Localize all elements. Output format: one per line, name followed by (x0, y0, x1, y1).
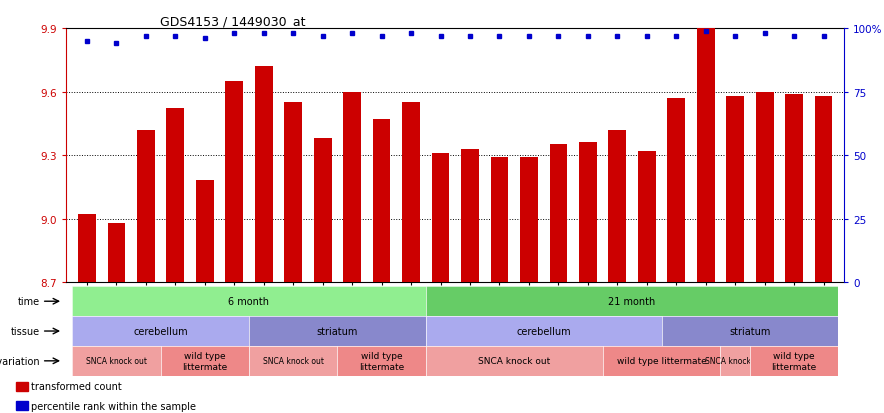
Bar (579, 143, 597, 282)
Text: tissue: tissue (11, 326, 40, 336)
Text: wild type
littermate: wild type littermate (359, 351, 404, 370)
Text: cerebellum: cerebellum (133, 326, 188, 336)
Bar (667, 99, 685, 282)
Text: striatum: striatum (316, 326, 358, 336)
Text: SNCA knock out: SNCA knock out (478, 356, 551, 366)
Bar (727, 97, 744, 282)
Bar (196, 181, 214, 282)
Bar (373, 120, 391, 282)
Bar (608, 131, 626, 282)
Bar (137, 131, 155, 282)
Text: 21 month: 21 month (608, 297, 656, 306)
Bar (402, 103, 420, 282)
Bar (314, 139, 332, 282)
Text: wild type
littermate: wild type littermate (182, 351, 227, 370)
Text: transformed count: transformed count (31, 381, 121, 391)
Bar (343, 92, 361, 282)
Bar (108, 223, 126, 282)
Bar (225, 82, 243, 282)
Bar (16, 382, 27, 391)
Bar (550, 145, 568, 282)
Text: SNCA knock out: SNCA knock out (86, 356, 147, 366)
Bar (166, 109, 184, 282)
Bar (285, 103, 302, 282)
Text: wild type littermate: wild type littermate (617, 356, 706, 366)
Bar (697, 18, 714, 282)
Text: wild type
littermate: wild type littermate (772, 351, 817, 370)
Text: GDS4153 / 1449030_at: GDS4153 / 1449030_at (160, 15, 305, 28)
Bar (638, 152, 656, 282)
Text: striatum: striatum (729, 326, 771, 336)
Bar (520, 158, 537, 282)
Text: genotype/variation: genotype/variation (0, 356, 40, 366)
Text: time: time (18, 297, 40, 306)
Bar (78, 215, 95, 282)
Bar (756, 92, 774, 282)
Text: cerebellum: cerebellum (516, 326, 571, 336)
Bar (491, 158, 508, 282)
Text: SNCA knock out: SNCA knock out (705, 356, 766, 366)
Bar (431, 154, 449, 282)
Text: SNCA knock out: SNCA knock out (263, 356, 324, 366)
Bar (785, 95, 803, 282)
Bar (16, 401, 27, 410)
Bar (255, 67, 272, 282)
Text: percentile rank within the sample: percentile rank within the sample (31, 401, 195, 411)
Text: 6 month: 6 month (228, 297, 270, 306)
Bar (815, 97, 833, 282)
Bar (461, 150, 479, 282)
